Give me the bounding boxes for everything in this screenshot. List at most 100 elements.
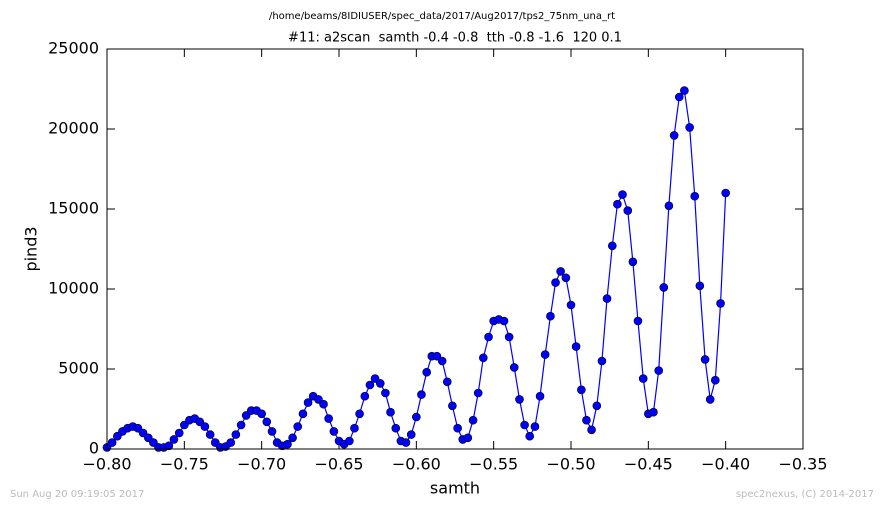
x-tick-label: −0.70 [237, 455, 286, 474]
data-point [597, 356, 607, 366]
data-point [556, 267, 565, 276]
data-point [695, 281, 705, 291]
data-point [442, 377, 452, 387]
data-point [355, 409, 364, 419]
data-point [417, 390, 426, 399]
footer-left: Sun Aug 20 09:19:05 2017 [10, 489, 144, 500]
data-point [303, 398, 313, 407]
data-point [437, 356, 447, 366]
data-point [298, 409, 308, 419]
data-point [386, 407, 395, 417]
data-point [509, 363, 519, 372]
chart-subtitle: #11: a2scan samth -0.4 -0.8 tth -0.8 -1.… [288, 31, 622, 46]
y-tick-label: 0 [89, 439, 99, 458]
data-point [577, 385, 586, 395]
data-point [571, 342, 581, 351]
data-point [582, 415, 591, 425]
data-point [618, 190, 627, 199]
data-point [360, 391, 370, 401]
data-point [375, 379, 385, 388]
data-point [345, 436, 354, 446]
x-tick-label: −0.55 [469, 455, 518, 474]
data-point [329, 427, 339, 436]
data-point [592, 401, 602, 411]
data-point [623, 206, 633, 215]
data-point [721, 188, 730, 198]
data-point [164, 441, 174, 451]
data-point [664, 201, 674, 211]
data-point [700, 355, 710, 364]
data-point [716, 299, 725, 308]
data-point [525, 431, 535, 441]
data-point [711, 375, 720, 385]
x-tick-label: −0.75 [160, 455, 209, 474]
y-tick-label: 15000 [48, 199, 99, 218]
data-point [226, 438, 236, 447]
data-point [463, 433, 473, 443]
data-point [174, 428, 184, 438]
x-tick-label: −0.35 [778, 455, 827, 474]
data-point [535, 391, 545, 401]
data-point [674, 92, 684, 102]
plot-frame [106, 48, 804, 450]
data-point [685, 123, 694, 132]
data-point [613, 199, 622, 209]
data-point [484, 332, 493, 342]
data-point [406, 430, 416, 439]
data-point [515, 395, 524, 404]
data-point [566, 300, 576, 310]
x-tick-label: −0.65 [314, 455, 363, 474]
data-point [324, 414, 333, 423]
x-axis-label: samth [430, 479, 480, 498]
y-tick-label: 10000 [48, 279, 99, 298]
data-point [540, 350, 550, 359]
data-point [520, 420, 529, 430]
data-point [401, 438, 411, 447]
data-point [649, 407, 658, 417]
data-point [262, 417, 272, 427]
data-point [690, 191, 700, 201]
footer-right: spec2nexus, (C) 2014-2017 [736, 489, 874, 500]
data-point [607, 241, 617, 251]
y-tick-label: 20000 [48, 119, 99, 138]
data-point [468, 415, 478, 425]
data-point [293, 422, 303, 431]
data-point [236, 420, 246, 430]
data-point [231, 430, 241, 439]
data-point [169, 435, 179, 444]
data-point [391, 423, 401, 433]
data-point [267, 427, 277, 436]
data-point [319, 399, 328, 409]
data-point [638, 374, 648, 383]
data-point [561, 273, 571, 283]
x-tick-label: −0.50 [546, 455, 595, 474]
data-point [499, 316, 509, 326]
data-point [422, 367, 431, 377]
data-point [365, 380, 375, 390]
data-point [107, 438, 117, 447]
data-point [705, 395, 715, 404]
data-point [504, 332, 514, 342]
data-point [680, 86, 689, 95]
data-point [453, 423, 462, 433]
chart-title: /home/beams/8IDIUSER/spec_data/2017/Aug2… [269, 11, 615, 22]
data-point [288, 433, 297, 443]
y-axis-label: pind3 [22, 226, 41, 271]
data-point [381, 388, 390, 398]
data-point [530, 422, 540, 431]
data-point [546, 311, 555, 321]
data-point [654, 366, 663, 375]
data-point [257, 409, 266, 419]
data-point [473, 388, 483, 398]
data-point [412, 412, 421, 422]
data-point [669, 131, 679, 140]
data-point [205, 430, 215, 439]
data-point [628, 257, 638, 267]
x-tick-label: −0.60 [392, 455, 441, 474]
data-point [350, 423, 359, 433]
y-tick-label: 25000 [48, 39, 99, 58]
data-point [633, 316, 643, 326]
data-point [283, 439, 292, 449]
